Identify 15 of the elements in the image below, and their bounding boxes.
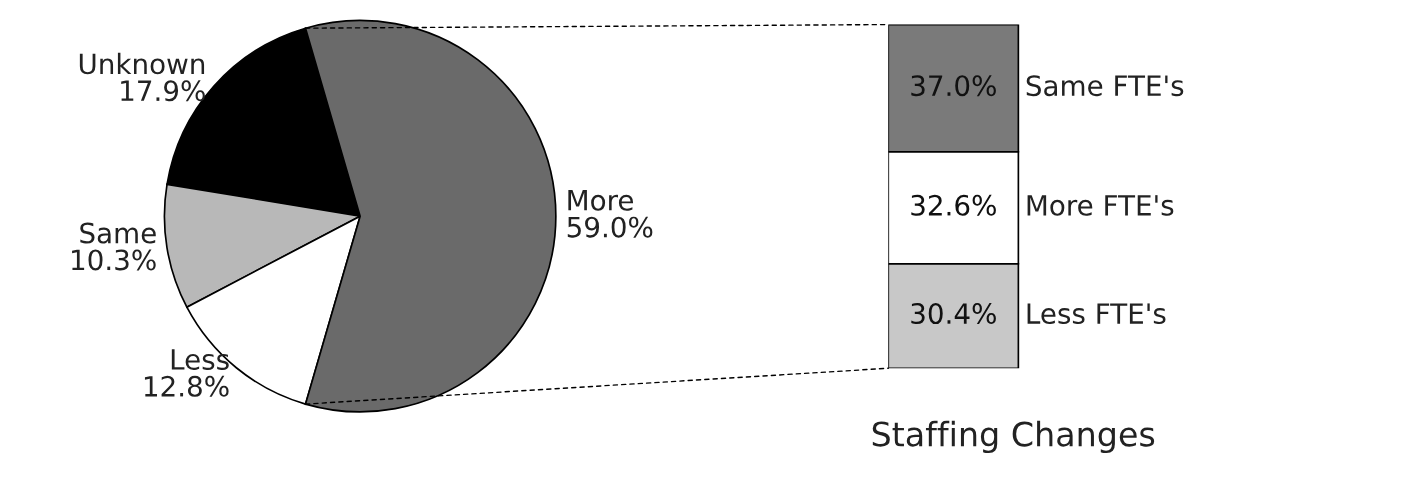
- slice-label: Same: [80, 222, 156, 244]
- series-label: Same FTE's: [1026, 75, 1184, 97]
- text: Staffing Changes: [872, 420, 1155, 454]
- series-label: Less FTE's: [1027, 303, 1166, 325]
- data-label: 37.0%: [911, 75, 996, 97]
- series-label: More FTE's: [1027, 195, 1174, 216]
- data-label: 17.9%: [121, 80, 205, 102]
- data-label: 12.8%: [144, 375, 229, 397]
- data-label: 30.4%: [911, 303, 996, 325]
- slice-label: Less: [171, 349, 229, 370]
- data-label: 10.3%: [72, 249, 156, 271]
- slice-label: More: [568, 190, 634, 211]
- slice-label: Unknown: [79, 52, 205, 75]
- data-label: 32.6%: [911, 194, 996, 216]
- data-label: 59.0%: [567, 216, 653, 238]
